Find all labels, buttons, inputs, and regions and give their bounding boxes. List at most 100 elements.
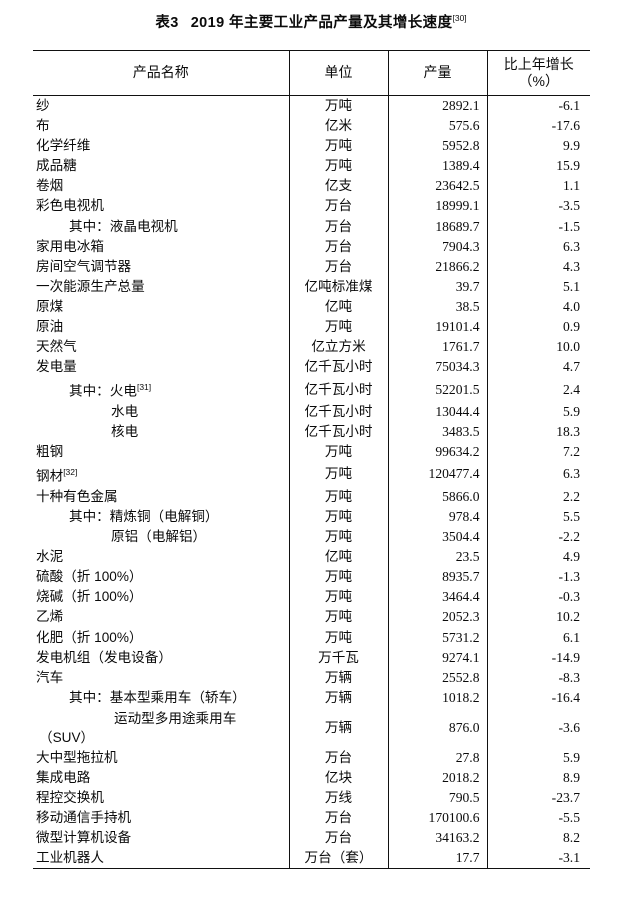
- cell-growth: 2.2: [563, 488, 580, 504]
- cell-output: 13044.4: [388, 401, 488, 423]
- cell-unit: 万吨: [288, 567, 389, 588]
- cell-growth: -3.6: [558, 719, 580, 735]
- table-row: 其中：火电[31] 亿千瓦小时 52201.5 2.4: [33, 377, 590, 402]
- cell-unit: 万台: [288, 256, 389, 277]
- cell-growth: -1.5: [558, 218, 580, 234]
- table-title-text: 2019 年主要工业产品产量及其增长速度: [190, 15, 453, 31]
- cell-product-name: 发电机组（发电设备）: [36, 649, 172, 665]
- table-row: 汽车 万辆 2552.8 -8.3: [33, 667, 590, 688]
- cell-growth: 4.0: [563, 298, 580, 314]
- column-header-growth-line1: 比上年增长: [503, 55, 574, 72]
- cell-unit: 万台（套）: [288, 848, 389, 870]
- cell-footnote-marker: [31]: [136, 382, 152, 393]
- cell-product-name: 十种有色金属: [36, 488, 118, 504]
- cell-product-name: 乙烯: [36, 609, 64, 625]
- cell-product-name: 大中型拖拉机: [36, 749, 118, 765]
- table-caption: 表3 2019 年主要工业产品产量及其增长速度[30]: [0, 11, 622, 32]
- cell-unit: 亿千瓦小时: [288, 401, 389, 423]
- cell-output: 75034.3: [388, 357, 488, 378]
- cell-output: 39.7: [388, 276, 488, 297]
- table-title-footnote-marker: [30]: [452, 13, 467, 24]
- cell-output: 23642.5: [388, 176, 488, 197]
- cell-product-name: 房间空气调节器: [36, 258, 132, 274]
- cell-product-name: 化肥（折 100%）: [36, 629, 143, 645]
- table-row: 天然气 亿立方米 1761.7 10.0: [33, 337, 590, 358]
- cell-growth: 6.3: [563, 466, 580, 482]
- cell-growth: -5.5: [558, 810, 580, 826]
- cell-unit: 万吨: [288, 607, 389, 628]
- table-row: 其中：液晶电视机 万台 18689.7 -1.5: [33, 216, 590, 237]
- cell-unit: 万台: [288, 196, 389, 217]
- cell-product-name: 彩色电视机: [36, 198, 104, 214]
- cell-growth: -6.1: [558, 98, 580, 113]
- table-row: 一次能源生产总量 亿吨标准煤 39.7 5.1: [33, 276, 590, 297]
- cell-output: 1018.2: [388, 687, 488, 708]
- cell-growth: 4.9: [563, 549, 580, 565]
- cell-product-name: 移动通信手持机: [36, 810, 132, 826]
- table-row: 布 亿米 575.6 -17.6: [33, 116, 590, 137]
- column-header-unit: 单位: [289, 50, 389, 96]
- cell-growth: 8.2: [563, 830, 580, 846]
- cell-growth: -17.6: [551, 118, 580, 134]
- table-row: 微型计算机设备 万台 34163.2 8.2: [33, 828, 590, 849]
- table-row: 运动型多用途乘用车 （SUV） 万辆 876.0 -3.6: [33, 707, 590, 748]
- cell-growth: 9.9: [563, 138, 580, 154]
- table-row: 原油 万吨 19101.4 0.9: [33, 317, 590, 338]
- cell-unit: 亿吨: [288, 296, 389, 318]
- cell-output: 23.5: [388, 547, 488, 568]
- table-row: 成品糖 万吨 1389.4 15.9: [33, 156, 590, 177]
- cell-growth: 6.1: [563, 629, 580, 645]
- cell-product-name: 工业机器人: [33, 848, 289, 870]
- table-row: 粗钢 万吨 99634.2 7.2: [33, 442, 590, 463]
- table-row: 化学纤维 万吨 5952.8 9.9: [33, 136, 590, 157]
- cell-product-name: 硫酸（折 100%）: [36, 569, 143, 585]
- cell-product-name: 运动型多用途乘用车 （SUV）: [33, 708, 289, 748]
- cell-product-name: 钢材[32]: [36, 467, 78, 484]
- column-header-growth-line2: （%）: [518, 73, 559, 89]
- cell-product-name: 原煤: [36, 298, 64, 314]
- cell-growth: -2.2: [558, 529, 580, 545]
- cell-growth: 7.2: [563, 444, 580, 460]
- cell-product-name: 其中：基本型乘用车（轿车）: [69, 689, 246, 705]
- cell-unit: 万线: [288, 788, 389, 809]
- cell-output: 3504.4: [388, 527, 488, 548]
- cell-product-name: 成品糖: [36, 158, 77, 174]
- industrial-output-table: 产品名称 单位 产量 比上年增长 （%） 纱万吨 2892.1 -6.1 布亿米 575…: [33, 50, 590, 870]
- table-body: 纱万吨 2892.1 -6.1 布亿米 575.6 -17.6 化学纤维 万吨 5952.8 9.…: [33, 95, 590, 870]
- cell-footnote-marker: [32]: [63, 467, 78, 478]
- table-header-row: 产品名称 单位 产量 比上年增长 （%）: [33, 50, 590, 96]
- table-row: 水泥 亿吨 23.5 4.9: [33, 547, 590, 568]
- cell-unit: 万吨: [288, 506, 389, 528]
- cell-output: 18689.7: [388, 216, 488, 237]
- cell-output: 3464.4: [388, 587, 488, 608]
- cell-growth: 0.9: [563, 319, 580, 335]
- cell-growth: 15.9: [556, 158, 580, 174]
- cell-output: 2892.1: [388, 95, 488, 117]
- cell-growth: 8.9: [563, 769, 580, 785]
- cell-product-name: 家用电冰箱: [36, 238, 104, 254]
- table-row: 原煤 亿吨 38.5 4.0: [33, 296, 590, 318]
- cell-output: 18999.1: [388, 196, 488, 217]
- table-row: 发电量 亿千瓦小时 75034.3 4.7: [33, 357, 590, 378]
- cell-product-name: 水泥: [36, 549, 64, 565]
- cell-product-name-line1: 运动型多用途乘用车: [114, 710, 237, 726]
- table-row: 硫酸（折 100%） 万吨 8935.7 -1.3: [33, 567, 590, 588]
- cell-product-name: 烧碱（折 100%）: [36, 589, 143, 605]
- table-row: 化肥（折 100%） 万吨 5731.2 6.1: [33, 627, 590, 648]
- cell-unit: 万吨: [288, 587, 389, 608]
- cell-growth: -3.5: [558, 198, 580, 214]
- cell-product-name: 布: [36, 118, 50, 134]
- cell-product-name: 发电量: [36, 359, 77, 375]
- cell-unit: 万吨: [288, 527, 389, 548]
- cell-output: 978.4: [388, 506, 488, 528]
- table-row: 十种有色金属 万吨 5866.0 2.2: [33, 486, 590, 507]
- cell-unit: 亿立方米: [288, 337, 389, 358]
- cell-growth: 2.4: [563, 381, 580, 397]
- table-row: 纱 万吨 2892.1 -6.1: [33, 95, 590, 117]
- cell-product-name: 汽车: [36, 669, 64, 685]
- cell-output: 19101.4: [388, 317, 488, 338]
- cell-output: 38.5: [388, 296, 488, 318]
- cell-output: 99634.2: [388, 442, 488, 463]
- table-row: 水电 亿千瓦小时 13044.4 5.9: [33, 401, 590, 423]
- cell-product-name: 其中：精炼铜（电解铜）: [69, 508, 219, 524]
